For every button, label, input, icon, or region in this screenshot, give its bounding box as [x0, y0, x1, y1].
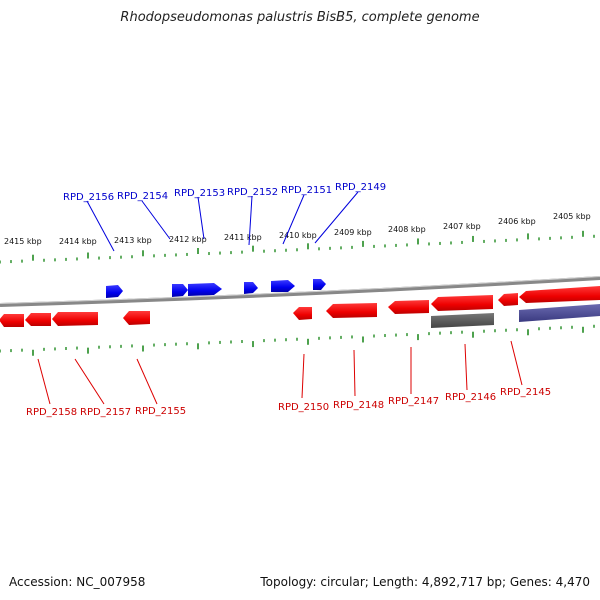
ruler-ticks-top [0, 230, 595, 264]
ruler-ticks-bottom [0, 324, 595, 356]
genome-title: Rhodopseudomonas palustris BisB5, comple… [120, 10, 480, 25]
gene-label-rpd-2157: RPD_2157 [80, 407, 131, 418]
kbp-label: 2412 kbp [169, 235, 207, 244]
gene-label-rpd-2146: RPD_2146 [445, 392, 496, 403]
genome-backbone [0, 276, 600, 307]
gene-arrow-rpd-2156 [106, 285, 123, 298]
gene-label-rpd-2151: RPD_2151 [281, 185, 332, 196]
gene-label-rpd-2148: RPD_2148 [333, 400, 384, 411]
gene-arrow-rpd-2149 [313, 279, 326, 290]
other-feature [519, 304, 600, 322]
gene-arrow-rpd-2145a [498, 293, 518, 306]
kbp-label: 2409 kbp [334, 228, 372, 237]
forward-label-lines [86, 191, 359, 252]
kbp-label: 2413 kbp [114, 236, 152, 245]
gene-arrow-rpd-2158b [25, 313, 51, 326]
gene-arrow-rpd-2154 [172, 284, 188, 297]
gene-label-rpd-2145: RPD_2145 [500, 387, 551, 398]
kbp-label: 2411 kbp [224, 233, 262, 242]
gene-label-rpd-2153: RPD_2153 [174, 188, 225, 199]
gene-label-rpd-2147: RPD_2147 [388, 396, 439, 407]
forward-gene-labels: RPD_2156 RPD_2154 RPD_2153 RPD_2152 RPD_… [63, 182, 386, 203]
gene-label-rpd-2152: RPD_2152 [227, 187, 278, 198]
kbp-label: 2407 kbp [443, 222, 481, 231]
topology-text: Topology: circular; Length: 4,892,717 bp… [260, 575, 590, 589]
pseudo-feature [431, 313, 494, 328]
kbp-label: 2414 kbp [59, 237, 97, 246]
gene-arrow-rpd-2151 [271, 280, 295, 292]
gene-label-rpd-2150: RPD_2150 [278, 402, 329, 413]
gene-arrow-rpd-2155 [123, 311, 150, 325]
reverse-genes [0, 286, 600, 327]
reverse-label-lines [37, 340, 523, 405]
gene-arrow-rpd-2153 [188, 283, 222, 296]
forward-genes [106, 279, 326, 298]
kbp-label: 2405 kbp [553, 212, 591, 221]
gene-label-rpd-2155: RPD_2155 [135, 406, 186, 417]
kbp-label: 2408 kbp [388, 225, 426, 234]
gene-label-rpd-2154: RPD_2154 [117, 191, 168, 202]
gene-label-rpd-2156: RPD_2156 [63, 192, 114, 203]
gene-arrow-rpd-2147 [388, 300, 429, 314]
reverse-gene-labels: RPD_2158 RPD_2157 RPD_2155 RPD_2150 RPD_… [26, 387, 551, 418]
kbp-label: 2410 kbp [279, 231, 317, 240]
gene-arrow-rpd-2148 [326, 303, 377, 318]
ruler-labels: 2415 kbp 2414 kbp 2413 kbp 2412 kbp 2411… [4, 212, 591, 246]
kbp-label: 2406 kbp [498, 217, 536, 226]
gene-arrow-rpd-2146 [431, 295, 493, 311]
gene-arrow-rpd-2152 [244, 282, 258, 294]
gene-arrow-rpd-2150 [293, 307, 312, 320]
gene-arrow-rpd-2145 [519, 286, 600, 303]
gene-arrow-rpd-2158 [0, 314, 24, 327]
gene-arrow-rpd-2157 [52, 312, 98, 326]
gene-label-rpd-2149: RPD_2149 [335, 182, 386, 193]
gene-label-rpd-2158: RPD_2158 [26, 407, 77, 418]
accession-text: Accession: NC_007958 [9, 575, 146, 589]
kbp-label: 2415 kbp [4, 237, 42, 246]
